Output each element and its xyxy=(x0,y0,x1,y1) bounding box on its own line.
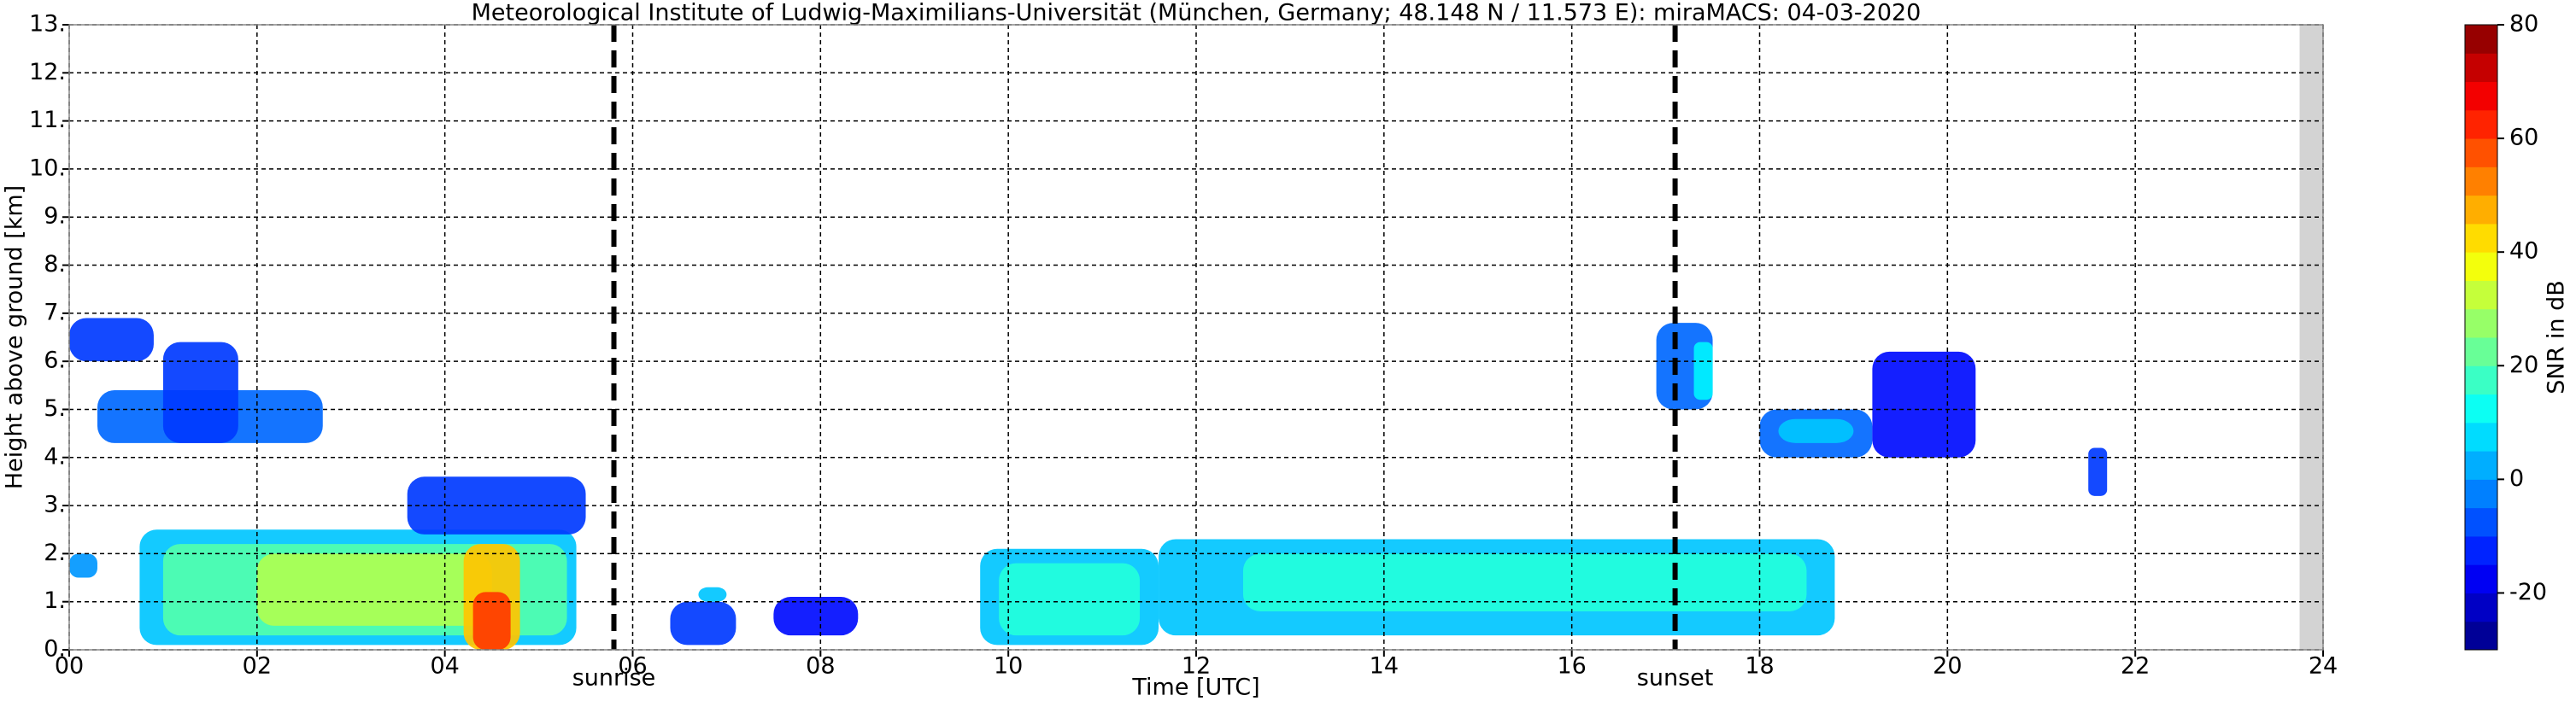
y-tick-label: 8. xyxy=(44,251,66,278)
colorbar-label: SNR in dB xyxy=(2544,280,2570,394)
colorbar-tick-label: 20 xyxy=(2509,352,2538,378)
echo xyxy=(472,592,511,650)
colorbar-level xyxy=(2465,53,2497,83)
x-tick-label: 16 xyxy=(1557,653,1586,680)
colorbar-frame xyxy=(2464,24,2498,651)
colorbar-level xyxy=(2465,81,2497,111)
x-axis-label: Time [UTC] xyxy=(1131,675,1259,701)
echo xyxy=(2088,447,2108,496)
colorbar-level xyxy=(2465,252,2497,281)
colorbar-tick-label: 40 xyxy=(2509,238,2538,265)
echo xyxy=(256,553,492,626)
colorbar-level xyxy=(2465,593,2497,622)
chart-title: Meteorological Institute of Ludwig-Maxim… xyxy=(472,0,1922,26)
echo xyxy=(162,342,238,443)
colorbar-tick-label: 80 xyxy=(2509,11,2538,38)
echo xyxy=(1693,342,1713,400)
x-tick-label: 22 xyxy=(2121,653,2150,680)
y-tick-label: 2. xyxy=(44,540,66,566)
colorbar-level xyxy=(2465,337,2497,366)
x-tick-label: 04 xyxy=(430,653,459,680)
x-tick-label: 12 xyxy=(1182,653,1211,680)
y-axis-label: Height above ground [km] xyxy=(2,185,28,489)
colorbar-level xyxy=(2465,138,2497,167)
y-tick-label: 12. xyxy=(29,59,66,85)
y-tick-label: 11. xyxy=(29,107,66,133)
y-tick-label: 1. xyxy=(44,587,66,614)
colorbar-tick-label: -20 xyxy=(2509,579,2547,605)
echo xyxy=(999,563,1141,636)
colorbar-level xyxy=(2465,308,2497,338)
echo xyxy=(1778,418,1854,443)
y-tick-label: 7. xyxy=(44,299,66,325)
echo xyxy=(1242,553,1807,611)
y-tick-label: 6. xyxy=(44,348,66,374)
x-tick-label: 14 xyxy=(1370,653,1399,680)
y-tick-label: 0. xyxy=(44,636,66,663)
echo xyxy=(773,597,859,636)
x-tick-label: 20 xyxy=(1933,653,1962,680)
x-tick-label: 08 xyxy=(806,653,835,680)
x-tick-label: 02 xyxy=(243,653,272,680)
colorbar-level xyxy=(2465,223,2497,253)
colorbar-level xyxy=(2465,195,2497,225)
y-tick-label: 10. xyxy=(29,155,66,181)
echo xyxy=(69,318,154,362)
colorbar-level xyxy=(2465,479,2497,509)
x-tick-label: 00 xyxy=(55,653,84,680)
colorbar-level xyxy=(2465,25,2497,54)
y-tick-label: 9. xyxy=(44,203,66,230)
echo xyxy=(69,553,97,578)
missing-data xyxy=(2299,25,2323,650)
colorbar-level xyxy=(2465,365,2497,395)
echo xyxy=(407,476,586,535)
plot-frame xyxy=(68,24,2324,651)
colorbar-tick-label: 60 xyxy=(2509,125,2538,151)
colorbar-level xyxy=(2465,394,2497,424)
y-tick-label: 13. xyxy=(29,11,66,38)
colorbar-level xyxy=(2465,564,2497,593)
colorbar-level xyxy=(2465,451,2497,480)
x-tick-label: 06 xyxy=(618,653,647,680)
echo xyxy=(1872,351,1976,458)
event-label: sunset xyxy=(1637,665,1714,692)
colorbar-level xyxy=(2465,507,2497,537)
event-label: sunrise xyxy=(572,665,656,692)
echo xyxy=(698,587,727,602)
colorbar-level xyxy=(2465,109,2497,139)
colorbar-tick-label: 0 xyxy=(2509,465,2524,492)
colorbar-level xyxy=(2465,621,2497,651)
colorbar-level xyxy=(2465,167,2497,196)
echo xyxy=(670,601,736,646)
y-tick-label: 5. xyxy=(44,395,66,422)
x-tick-label: 24 xyxy=(2309,653,2338,680)
y-tick-label: 3. xyxy=(44,492,66,518)
colorbar-level xyxy=(2465,280,2497,310)
colorbar-level xyxy=(2465,535,2497,565)
y-tick-label: 4. xyxy=(44,443,66,470)
x-tick-label: 10 xyxy=(994,653,1023,680)
colorbar-level xyxy=(2465,422,2497,452)
x-tick-label: 18 xyxy=(1745,653,1774,680)
